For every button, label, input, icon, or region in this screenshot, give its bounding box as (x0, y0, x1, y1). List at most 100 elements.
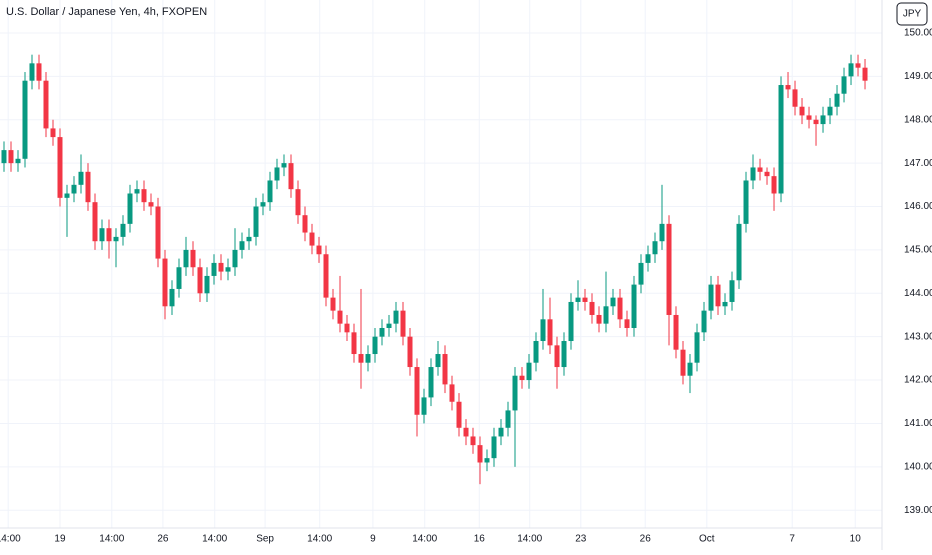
candle-body (694, 332, 700, 363)
candle-body (232, 249, 238, 268)
candle-body (274, 167, 280, 181)
candle-body (64, 193, 70, 198)
currency-button[interactable] (896, 2, 928, 26)
y-tick-label: 140.000 (904, 461, 932, 472)
candle-body (71, 184, 77, 194)
candle-body (603, 306, 609, 324)
candle-body (659, 223, 665, 242)
candle-body (155, 206, 161, 259)
candle-body (582, 297, 588, 302)
x-tick-label: 9 (370, 534, 376, 545)
candle-body (533, 341, 539, 363)
y-tick-label: 145.000 (904, 245, 932, 256)
x-tick-label: 16 (474, 534, 486, 545)
candle-body (302, 215, 308, 233)
candle-body (638, 262, 644, 285)
x-tick-label: 26 (640, 534, 652, 545)
candle-body (337, 310, 343, 324)
candle-body (463, 427, 469, 437)
candle-body (785, 85, 791, 90)
candle-body (484, 458, 490, 463)
candle-body (120, 223, 126, 237)
candle-body (729, 280, 735, 302)
candle-body (792, 89, 798, 107)
candle-body (57, 137, 63, 198)
candle-body (281, 163, 287, 168)
x-tick-label: 7 (789, 534, 795, 545)
candle-body (106, 228, 112, 242)
x-tick-label: 14:00 (412, 534, 437, 545)
candle-body (190, 249, 196, 268)
candle-body (330, 297, 336, 311)
candle-body (92, 202, 98, 242)
candle-body (372, 336, 378, 355)
candle-body (568, 301, 574, 342)
candle-body (344, 323, 350, 333)
candle-body (134, 189, 140, 194)
candle-body (428, 367, 434, 398)
y-tick-label: 150.000 (904, 28, 932, 39)
candle-body (498, 427, 504, 437)
x-tick-label: 10 (850, 534, 862, 545)
candle-body (722, 301, 728, 307)
candle-body (29, 63, 35, 81)
candle-body (421, 397, 427, 415)
candle-body (477, 445, 483, 463)
candle-body (617, 297, 623, 320)
candle-body (43, 80, 49, 129)
candle-body (288, 163, 294, 190)
x-tick-label: 23 (575, 534, 587, 545)
candle-body (491, 436, 497, 459)
y-tick-label: 149.000 (904, 71, 932, 82)
grid (0, 0, 882, 528)
candle-body (666, 223, 672, 315)
x-tick-label: 19 (54, 534, 66, 545)
y-tick-label: 148.000 (904, 114, 932, 125)
candle-body (456, 401, 462, 428)
candle-body (743, 180, 749, 224)
currency-label[interactable]: JPY (903, 9, 922, 20)
candle-body (218, 262, 224, 272)
candle-body (736, 223, 742, 281)
x-tick-label: 14:00 (307, 534, 332, 545)
candle-body (687, 362, 693, 376)
candle-body (260, 202, 266, 207)
candle-body (652, 241, 658, 255)
candle-body (505, 410, 511, 428)
candle-body (715, 284, 721, 307)
candle-body (85, 171, 91, 203)
candle-body (554, 345, 560, 368)
candle-body (358, 354, 364, 363)
candle-body (680, 349, 686, 376)
candle-body (799, 106, 805, 116)
candle-body (435, 354, 441, 368)
candle-body (78, 171, 84, 185)
candle-body (351, 332, 357, 355)
candle-body (183, 249, 189, 268)
candle-body (316, 245, 322, 255)
candle-body (414, 367, 420, 415)
candle-body (386, 323, 392, 328)
candles (1, 54, 868, 485)
candle-body (225, 267, 231, 272)
candle-body (176, 267, 182, 289)
candle-body (169, 288, 175, 307)
x-tick-label: Sep (256, 534, 274, 545)
candle-body (379, 327, 385, 337)
candle-body (99, 228, 105, 242)
candle-body (778, 85, 784, 194)
candle-body (827, 106, 833, 116)
candle-body (764, 171, 770, 177)
candle-body (15, 158, 21, 164)
candle-body (841, 76, 847, 94)
y-tick-label: 147.000 (904, 158, 932, 169)
candle-body (113, 236, 119, 242)
candle-body (1, 150, 7, 164)
candle-body (22, 80, 28, 159)
candle-body (204, 275, 210, 294)
candle-body (561, 341, 567, 368)
x-tick-label: 14:00 (517, 534, 542, 545)
candle-body (309, 232, 315, 246)
y-tick-label: 143.000 (904, 331, 932, 342)
